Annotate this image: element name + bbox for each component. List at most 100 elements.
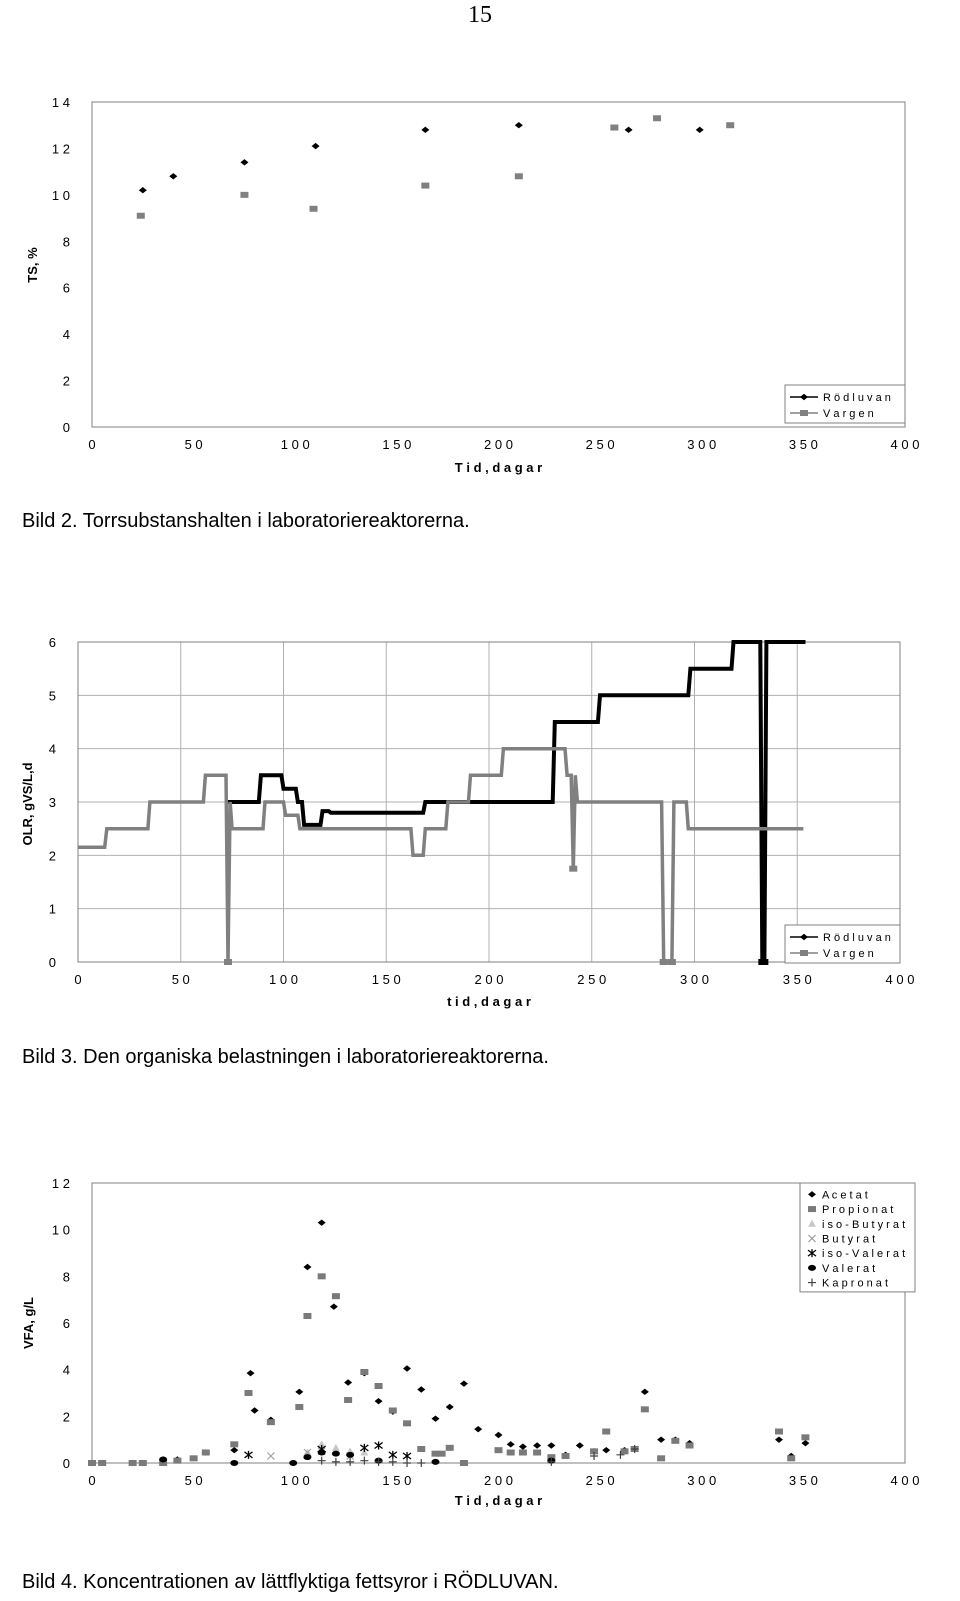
caption-bild-2: Bild 2. Torrsubstanshalten i laboratorie…	[22, 510, 470, 532]
data-point	[289, 1460, 298, 1466]
data-point	[360, 1448, 369, 1456]
x-tick-label: 5 0	[172, 972, 190, 987]
y-tick-label: 6	[63, 1316, 70, 1331]
data-point	[317, 1449, 326, 1456]
series-1	[136, 115, 735, 219]
data-point	[88, 1460, 96, 1466]
series-line	[226, 640, 806, 964]
x-tick-label: 1 5 0	[382, 1473, 411, 1488]
data-point	[630, 1445, 639, 1453]
x-tick-label: 4 0 0	[891, 1473, 920, 1488]
x-tick-label: 3 0 0	[687, 437, 716, 452]
data-point	[266, 1419, 275, 1426]
data-point	[169, 173, 178, 180]
data-point	[374, 1457, 383, 1466]
data-point	[417, 1386, 426, 1393]
x-tick-label: 1 5 0	[382, 437, 411, 452]
data-point	[388, 1407, 397, 1414]
data-point	[331, 1457, 340, 1466]
y-tick-label: 4	[49, 742, 56, 757]
series-1	[78, 746, 804, 965]
x-tick-label: 2 0 0	[475, 972, 504, 987]
data-point	[445, 1403, 454, 1411]
data-point	[303, 1263, 312, 1271]
data-point	[445, 1444, 454, 1451]
data-point	[344, 1397, 353, 1403]
x-axis-label: T i d , d a g a r	[455, 460, 542, 475]
caption-bild-3: Bild 3. Den organiska belastningen i lab…	[22, 1046, 549, 1068]
data-point	[331, 1443, 340, 1451]
legend: R ö d l u v a n V a r g e n	[784, 384, 906, 424]
x-tick-label: 1 0 0	[281, 437, 310, 452]
legend-label: V a r g e n	[823, 408, 874, 420]
page-number: 15	[468, 2, 492, 28]
y-tick-label: 1 0	[52, 188, 70, 203]
vfa-chart: 0 5 0 1 0 0 1 5 0 2 0 0 2 5 0 3 0 0 3 5 0 4 0 0 0…	[21, 1176, 920, 1508]
legend-marker	[800, 950, 808, 956]
plot-frame	[91, 1182, 906, 1464]
legend-label: K a p r o n a t	[822, 1278, 888, 1290]
data-point	[474, 1425, 483, 1433]
data-point	[360, 1369, 369, 1375]
data-point	[518, 1443, 527, 1450]
data-point	[616, 1450, 625, 1459]
series-0	[226, 640, 806, 965]
series-0	[138, 122, 704, 194]
y-tick-label: 1 0	[52, 1223, 70, 1238]
y-tick-label: 1 4	[52, 95, 70, 110]
y-tick-label: 4	[63, 327, 70, 342]
data-point	[459, 1460, 468, 1466]
data-point	[774, 1436, 783, 1443]
data-point	[224, 959, 233, 965]
data-point	[240, 159, 249, 166]
data-point	[695, 126, 704, 134]
x-tick-label: 0	[88, 1473, 95, 1488]
legend-marker	[808, 1206, 816, 1213]
data-point	[374, 1383, 383, 1389]
legend-marker	[800, 410, 808, 416]
legend-label: A c e t a t	[822, 1189, 868, 1201]
data-point	[189, 1455, 198, 1462]
data-point	[303, 1313, 312, 1319]
data-point	[344, 1379, 353, 1386]
data-point	[547, 1442, 556, 1449]
x-tick-label: 1 0 0	[281, 1473, 310, 1488]
legend-box	[784, 384, 906, 424]
legend-marker	[808, 1234, 816, 1243]
data-point	[402, 1452, 412, 1460]
series-4	[244, 1441, 412, 1460]
data-point	[494, 1447, 503, 1454]
data-point	[653, 115, 662, 122]
data-point	[575, 1442, 584, 1449]
data-point	[303, 1454, 312, 1461]
data-point	[431, 1458, 440, 1465]
y-tick-label: 1	[49, 902, 56, 917]
legend-label: i s o - V a l e r a t	[822, 1248, 905, 1260]
x-tick-label: 3 5 0	[789, 1473, 818, 1488]
x-tick-label: 2 0 0	[484, 437, 513, 452]
data-point	[657, 1455, 666, 1462]
data-point	[244, 1450, 253, 1459]
plot-frame	[77, 641, 901, 963]
data-point	[388, 1450, 398, 1459]
data-point	[518, 1449, 527, 1456]
data-point	[659, 959, 668, 965]
data-point	[431, 1450, 440, 1457]
y-tick-label: 6	[63, 281, 70, 296]
data-point	[494, 1431, 503, 1439]
data-point	[230, 1446, 239, 1454]
data-point	[506, 1449, 515, 1456]
data-point	[159, 1460, 168, 1466]
data-point	[240, 191, 249, 198]
x-tick-label: 2 5 0	[586, 437, 615, 452]
data-point	[657, 1436, 666, 1443]
data-point	[136, 212, 145, 219]
data-point	[244, 1390, 253, 1396]
y-tick-label: 5	[49, 688, 56, 703]
data-point	[403, 1459, 412, 1467]
data-point	[374, 1441, 383, 1450]
data-point	[250, 1407, 259, 1414]
y-axis-label: OLR, gVS/L,d	[20, 762, 35, 845]
data-point	[266, 1452, 275, 1460]
y-tick-label: 3	[49, 795, 56, 810]
